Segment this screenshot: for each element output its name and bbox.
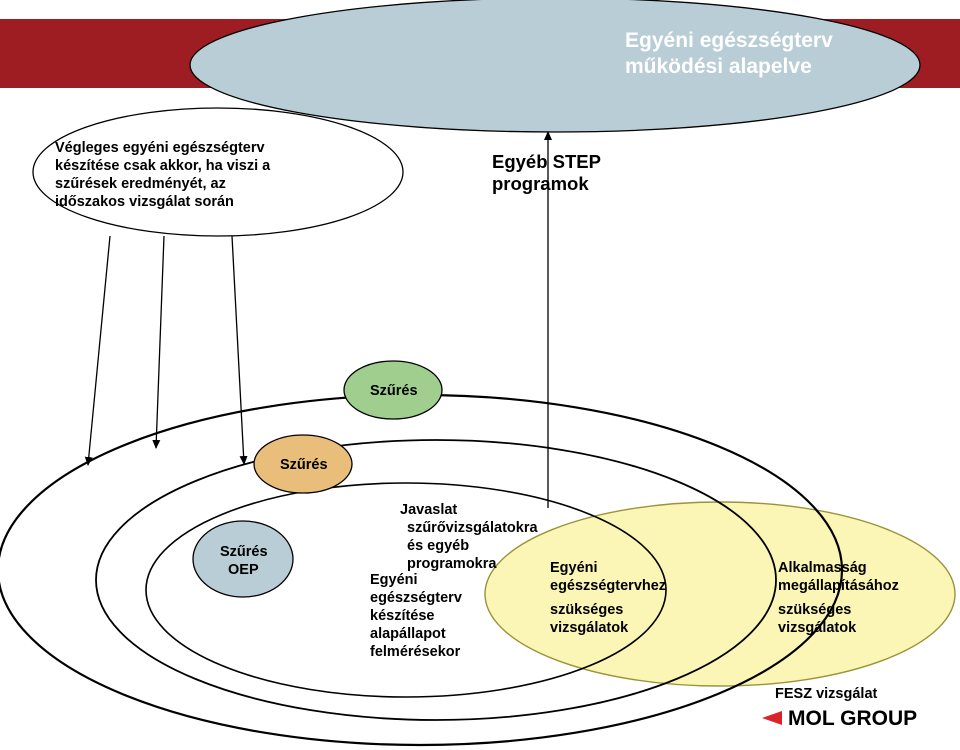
step-l1: Egyéb STEP bbox=[492, 151, 601, 172]
diagram-canvas: Egyéni egészségterv működési alapelve Vé… bbox=[0, 0, 960, 750]
header-title-1: Egyéni egészségterv bbox=[625, 29, 833, 52]
egy-l1: Egyéni bbox=[370, 572, 418, 588]
yl-l2: egészségtervhez bbox=[550, 578, 666, 594]
callout-arrow-2 bbox=[156, 236, 164, 448]
callout-arrow-3 bbox=[232, 236, 244, 464]
yr-l3: szükséges bbox=[778, 602, 851, 618]
callout-l4: időszakos vizsgálat során bbox=[55, 194, 234, 210]
fesz-label: FESZ vizsgálat bbox=[775, 686, 878, 702]
yl-l3: szükséges bbox=[550, 602, 623, 618]
callout-l1: Végleges egyéni egészségterv bbox=[55, 140, 265, 156]
yl-l1: Egyéni bbox=[550, 560, 598, 576]
callout-l2: készítése csak akkor, ha viszi a bbox=[55, 158, 271, 174]
yr-l2: megállapításához bbox=[778, 578, 899, 594]
jav-l4: programokra bbox=[407, 556, 497, 572]
egy-l3: készítése bbox=[370, 608, 435, 624]
szures-green-label: Szűrés bbox=[370, 383, 418, 399]
szures-orange-label: Szűrés bbox=[280, 457, 328, 473]
yr-l4: vizsgálatok bbox=[778, 620, 857, 636]
egy-l2: egészségterv bbox=[370, 590, 462, 606]
yl-l4: vizsgálatok bbox=[550, 620, 629, 636]
jav-l1: Javaslat bbox=[400, 502, 457, 518]
jav-l3: és egyéb bbox=[407, 538, 469, 554]
jav-l2: szűrővizsgálatokra bbox=[407, 520, 538, 536]
yr-l1: Alkalmasság bbox=[778, 560, 867, 576]
egy-l4: alapállapot bbox=[370, 626, 446, 642]
yellow-oval bbox=[485, 502, 955, 686]
egy-l5: felmérésekor bbox=[370, 644, 461, 660]
szures-blue-l1: Szűrés bbox=[220, 544, 268, 560]
callout-arrow-1 bbox=[88, 236, 110, 465]
szures-blue-l2: OEP bbox=[228, 562, 259, 578]
callout-l3: szűrések eredményét, az bbox=[55, 176, 226, 192]
step-l2: programok bbox=[492, 173, 589, 194]
mol-logo: MOL GROUP bbox=[762, 707, 917, 730]
svg-text:MOL GROUP: MOL GROUP bbox=[788, 707, 917, 730]
header-title-2: működési alapelve bbox=[625, 55, 812, 78]
